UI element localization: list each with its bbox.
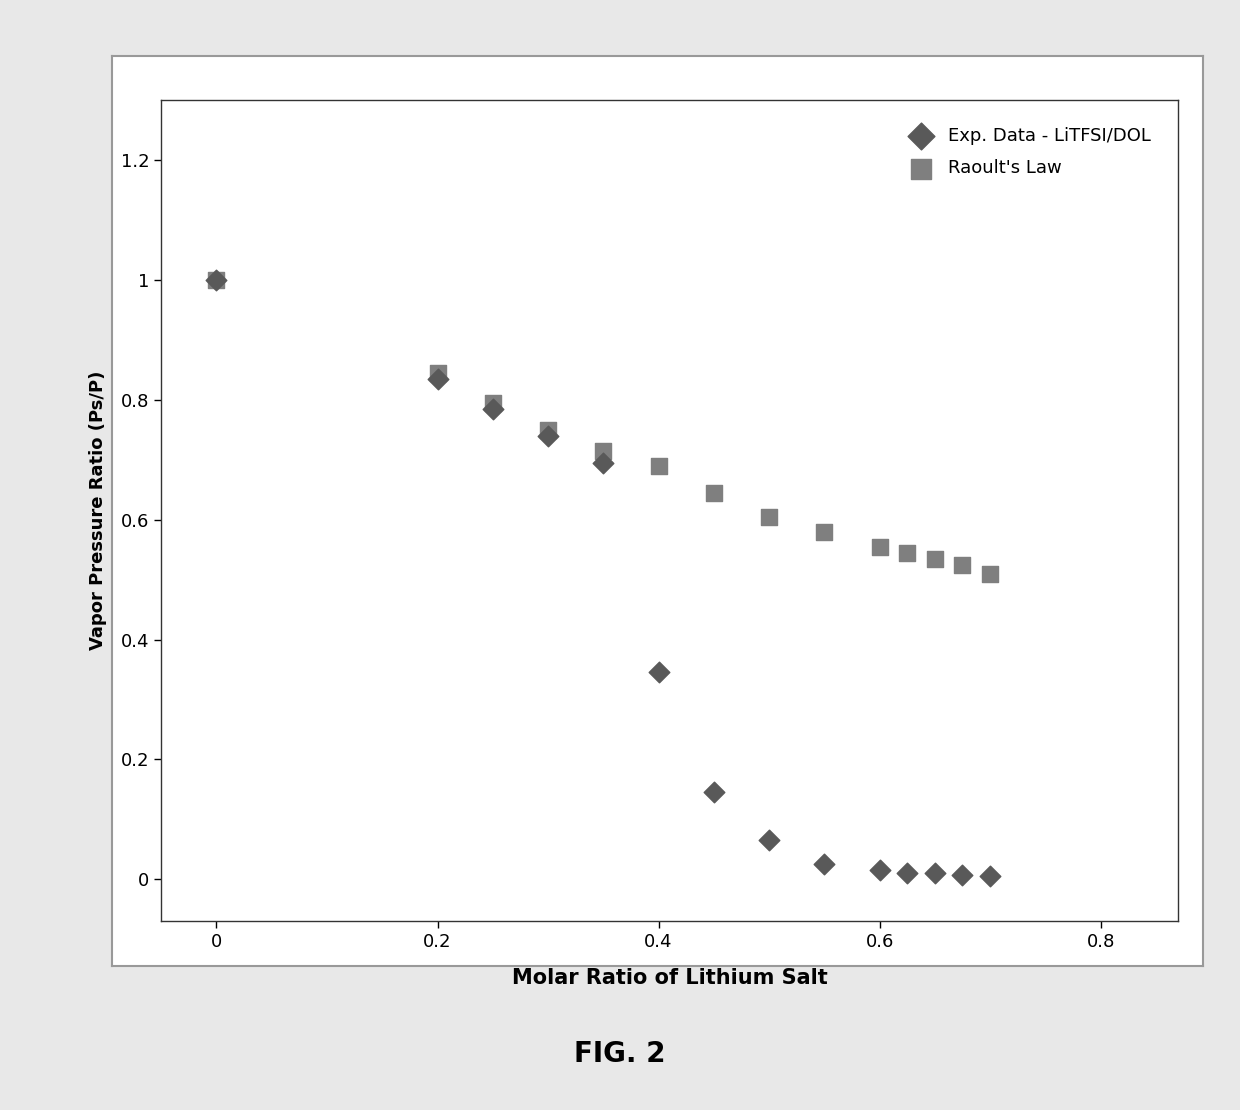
Exp. Data - LiTFSI/DOL [980,867,999,885]
Raoult's Law [704,484,724,502]
Raoult's Law [952,556,972,574]
Exp. Data - LiTFSI/DOL [704,784,724,801]
Exp. Data - LiTFSI/DOL [759,831,779,849]
Raoult's Law [925,549,945,567]
Exp. Data - LiTFSI/DOL [482,400,502,417]
Raoult's Law [482,394,502,412]
Raoult's Law [649,456,668,474]
Raoult's Law [869,537,889,555]
Legend: Exp. Data - LiTFSI/DOL, Raoult's Law: Exp. Data - LiTFSI/DOL, Raoult's Law [885,109,1169,195]
Raoult's Law [428,364,448,382]
Exp. Data - LiTFSI/DOL [869,861,889,879]
X-axis label: Molar Ratio of Lithium Salt: Molar Ratio of Lithium Salt [512,968,827,988]
Exp. Data - LiTFSI/DOL [428,370,448,387]
Raoult's Law [594,442,614,460]
Y-axis label: Vapor Pressure Ratio (Ps/P): Vapor Pressure Ratio (Ps/P) [89,371,107,650]
Text: FIG. 2: FIG. 2 [574,1040,666,1069]
Exp. Data - LiTFSI/DOL [594,454,614,472]
Raoult's Law [207,271,227,289]
Exp. Data - LiTFSI/DOL [898,865,918,882]
Raoult's Law [898,544,918,562]
Exp. Data - LiTFSI/DOL [815,856,835,874]
Exp. Data - LiTFSI/DOL [207,271,227,289]
Raoult's Law [538,421,558,438]
Exp. Data - LiTFSI/DOL [952,866,972,884]
Raoult's Law [759,507,779,525]
Raoult's Law [815,523,835,541]
Exp. Data - LiTFSI/DOL [649,664,668,682]
Exp. Data - LiTFSI/DOL [925,865,945,882]
Exp. Data - LiTFSI/DOL [538,426,558,444]
Raoult's Law [980,565,999,583]
